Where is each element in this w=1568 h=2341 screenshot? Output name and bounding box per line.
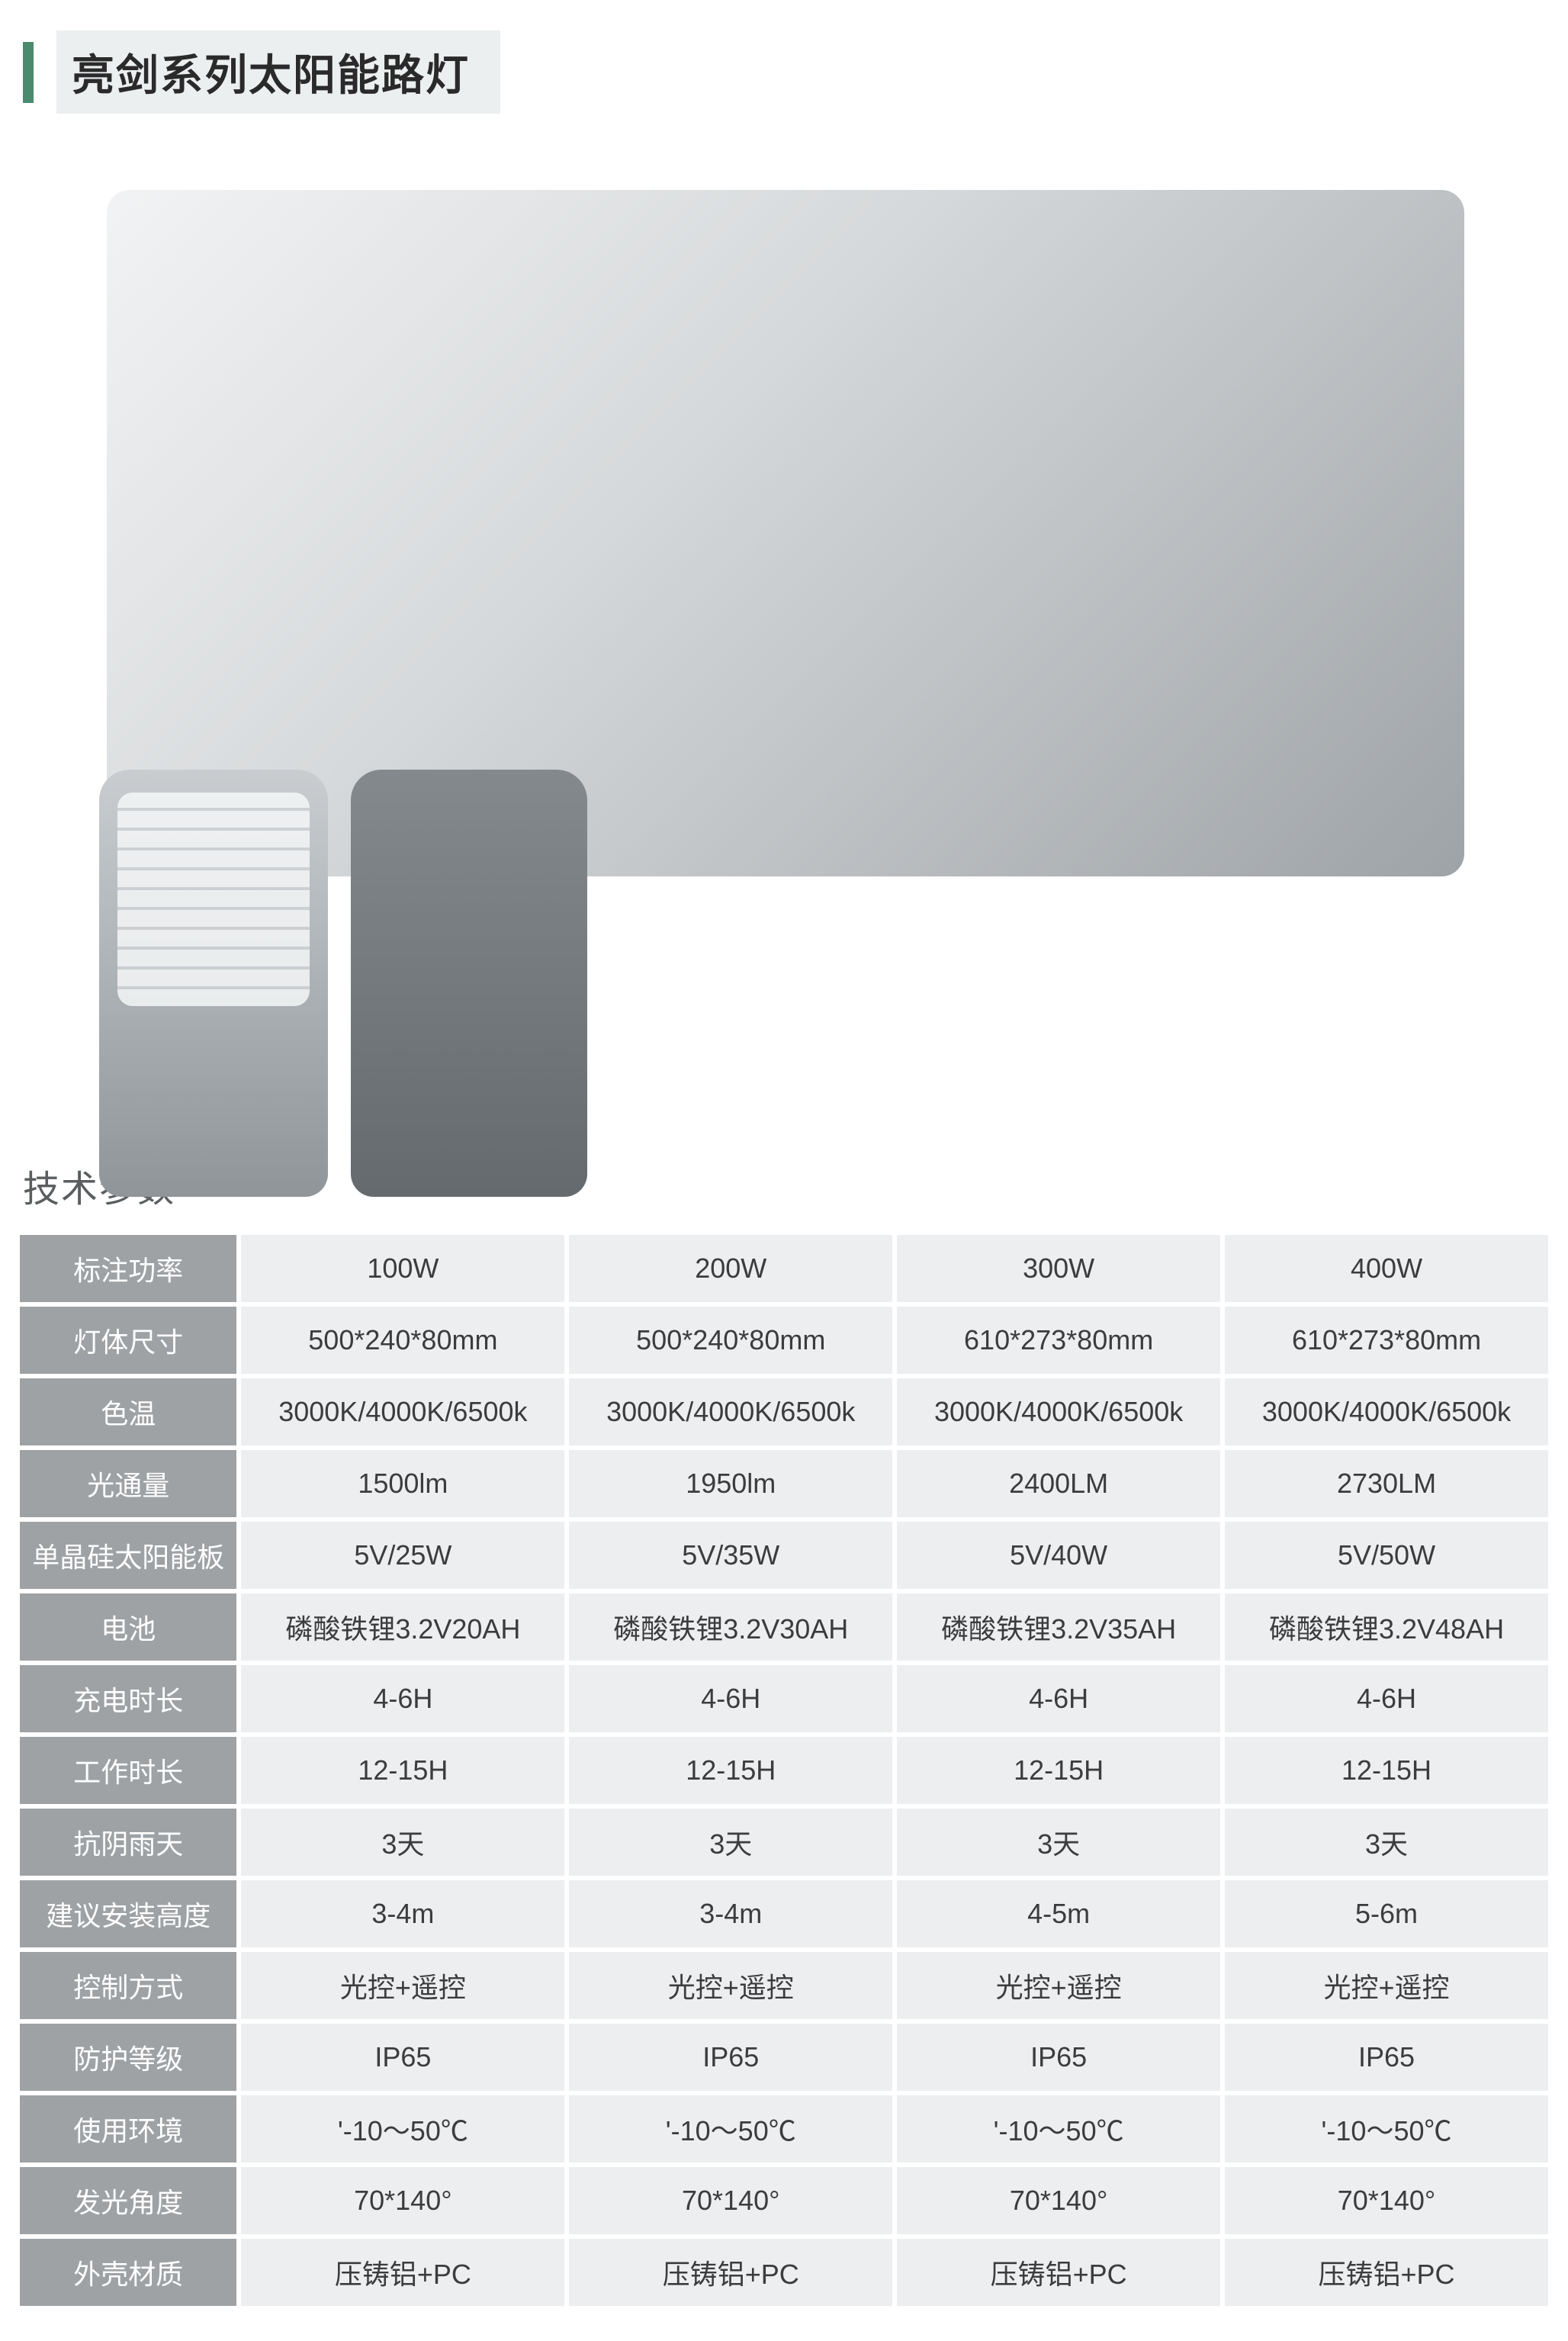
row-value: 光控+遥控: [897, 1952, 1220, 2019]
table-row: 抗阴雨天3天3天3天3天: [20, 1809, 1548, 1876]
row-value: 1950lm: [569, 1450, 892, 1517]
table-row: 使用环境'-10～50℃'-10～50℃'-10～50℃'-10～50℃: [20, 2095, 1548, 2163]
table-row: 标注功率100W200W300W400W: [20, 1235, 1548, 1302]
row-value: '-10～50℃: [241, 2095, 564, 2163]
product-front-image: [99, 770, 328, 1197]
row-label: 使用环境: [20, 2095, 236, 2163]
table-row: 发光角度70*140°70*140°70*140°70*140°: [20, 2167, 1548, 2234]
title-accent-bar: [23, 42, 34, 103]
row-value: 4-6H: [241, 1665, 564, 1732]
row-value: 压铸铝+PC: [1225, 2239, 1548, 2306]
row-value: 70*140°: [569, 2167, 892, 2234]
row-value: 磷酸铁锂3.2V35AH: [897, 1593, 1220, 1661]
row-label: 灯体尺寸: [20, 1307, 236, 1374]
table-row: 充电时长4-6H4-6H4-6H4-6H: [20, 1665, 1548, 1732]
row-value: 12-15H: [897, 1737, 1220, 1804]
row-label: 发光角度: [20, 2167, 236, 2234]
row-value: 610*273*80mm: [897, 1307, 1220, 1374]
row-value: 70*140°: [897, 2167, 1220, 2234]
title-bar: 亮剑系列太阳能路灯: [23, 31, 1553, 114]
row-value: 610*273*80mm: [1225, 1307, 1548, 1374]
row-value: 70*140°: [1225, 2167, 1548, 2234]
row-value: 光控+遥控: [1225, 1952, 1548, 2019]
row-value: 4-5m: [897, 1880, 1220, 1947]
table-row: 色温3000K/4000K/6500k3000K/4000K/6500k3000…: [20, 1378, 1548, 1445]
row-value: '-10～50℃: [897, 2095, 1220, 2163]
row-value: 300W: [897, 1235, 1220, 1302]
row-value: 5V/40W: [897, 1522, 1220, 1589]
specifications-table: 标注功率100W200W300W400W灯体尺寸500*240*80mm500*…: [15, 1230, 1553, 2310]
row-label: 控制方式: [20, 1952, 236, 2019]
title-background: 亮剑系列太阳能路灯: [56, 31, 500, 114]
table-row: 工作时长12-15H12-15H12-15H12-15H: [20, 1737, 1548, 1804]
row-value: 5V/35W: [569, 1522, 892, 1589]
row-value: 500*240*80mm: [241, 1307, 564, 1374]
row-value: 3000K/4000K/6500k: [241, 1378, 564, 1445]
row-value: 4-6H: [1225, 1665, 1548, 1732]
led-array-icon: [117, 793, 310, 1006]
row-value: 5-6m: [1225, 1880, 1548, 1947]
row-label: 光通量: [20, 1450, 236, 1517]
product-back-image: [351, 770, 587, 1197]
row-value: 3天: [569, 1809, 892, 1876]
row-value: 100W: [241, 1235, 564, 1302]
row-value: 5V/50W: [1225, 1522, 1548, 1589]
row-label: 色温: [20, 1378, 236, 1445]
row-value: IP65: [241, 2024, 564, 2091]
table-row: 灯体尺寸500*240*80mm500*240*80mm610*273*80mm…: [20, 1307, 1548, 1374]
row-value: IP65: [1225, 2024, 1548, 2091]
row-label: 工作时长: [20, 1737, 236, 1804]
page-title: 亮剑系列太阳能路灯: [72, 41, 470, 103]
table-row: 防护等级IP65IP65IP65IP65: [20, 2024, 1548, 2091]
row-label: 外壳材质: [20, 2239, 236, 2306]
row-value: IP65: [569, 2024, 892, 2091]
product-image-area: [15, 159, 1553, 1136]
row-value: 3-4m: [241, 1880, 564, 1947]
row-value: 3天: [897, 1809, 1220, 1876]
row-value: 400W: [1225, 1235, 1548, 1302]
row-value: 压铸铝+PC: [241, 2239, 564, 2306]
row-label: 建议安装高度: [20, 1880, 236, 1947]
row-value: 1500lm: [241, 1450, 564, 1517]
row-value: 12-15H: [241, 1737, 564, 1804]
table-row: 控制方式光控+遥控光控+遥控光控+遥控光控+遥控: [20, 1952, 1548, 2019]
row-value: '-10～50℃: [1225, 2095, 1548, 2163]
table-row: 电池磷酸铁锂3.2V20AH磷酸铁锂3.2V30AH磷酸铁锂3.2V35AH磷酸…: [20, 1593, 1548, 1661]
row-value: 光控+遥控: [241, 1952, 564, 2019]
row-value: 3天: [241, 1809, 564, 1876]
row-value: '-10～50℃: [569, 2095, 892, 2163]
row-value: 70*140°: [241, 2167, 564, 2234]
row-value: 4-6H: [569, 1665, 892, 1732]
row-value: 磷酸铁锂3.2V30AH: [569, 1593, 892, 1661]
row-value: 3-4m: [569, 1880, 892, 1947]
row-value: 3天: [1225, 1809, 1548, 1876]
row-value: 4-6H: [897, 1665, 1220, 1732]
row-value: 压铸铝+PC: [569, 2239, 892, 2306]
row-label: 标注功率: [20, 1235, 236, 1302]
row-value: 500*240*80mm: [569, 1307, 892, 1374]
row-value: 3000K/4000K/6500k: [569, 1378, 892, 1445]
row-label: 防护等级: [20, 2024, 236, 2091]
row-value: 200W: [569, 1235, 892, 1302]
row-label: 抗阴雨天: [20, 1809, 236, 1876]
row-value: 12-15H: [569, 1737, 892, 1804]
row-value: 3000K/4000K/6500k: [897, 1378, 1220, 1445]
table-row: 外壳材质压铸铝+PC压铸铝+PC压铸铝+PC压铸铝+PC: [20, 2239, 1548, 2306]
row-value: 磷酸铁锂3.2V20AH: [241, 1593, 564, 1661]
table-row: 光通量1500lm1950lm2400LM2730LM: [20, 1450, 1548, 1517]
row-value: 光控+遥控: [569, 1952, 892, 2019]
row-value: 磷酸铁锂3.2V48AH: [1225, 1593, 1548, 1661]
row-value: 2730LM: [1225, 1450, 1548, 1517]
row-value: IP65: [897, 2024, 1220, 2091]
row-label: 单晶硅太阳能板: [20, 1522, 236, 1589]
table-row: 单晶硅太阳能板5V/25W5V/35W5V/40W5V/50W: [20, 1522, 1548, 1589]
row-label: 充电时长: [20, 1665, 236, 1732]
table-row: 建议安装高度3-4m3-4m4-5m5-6m: [20, 1880, 1548, 1947]
row-value: 3000K/4000K/6500k: [1225, 1378, 1548, 1445]
row-label: 电池: [20, 1593, 236, 1661]
row-value: 12-15H: [1225, 1737, 1548, 1804]
row-value: 5V/25W: [241, 1522, 564, 1589]
row-value: 2400LM: [897, 1450, 1220, 1517]
row-value: 压铸铝+PC: [897, 2239, 1220, 2306]
